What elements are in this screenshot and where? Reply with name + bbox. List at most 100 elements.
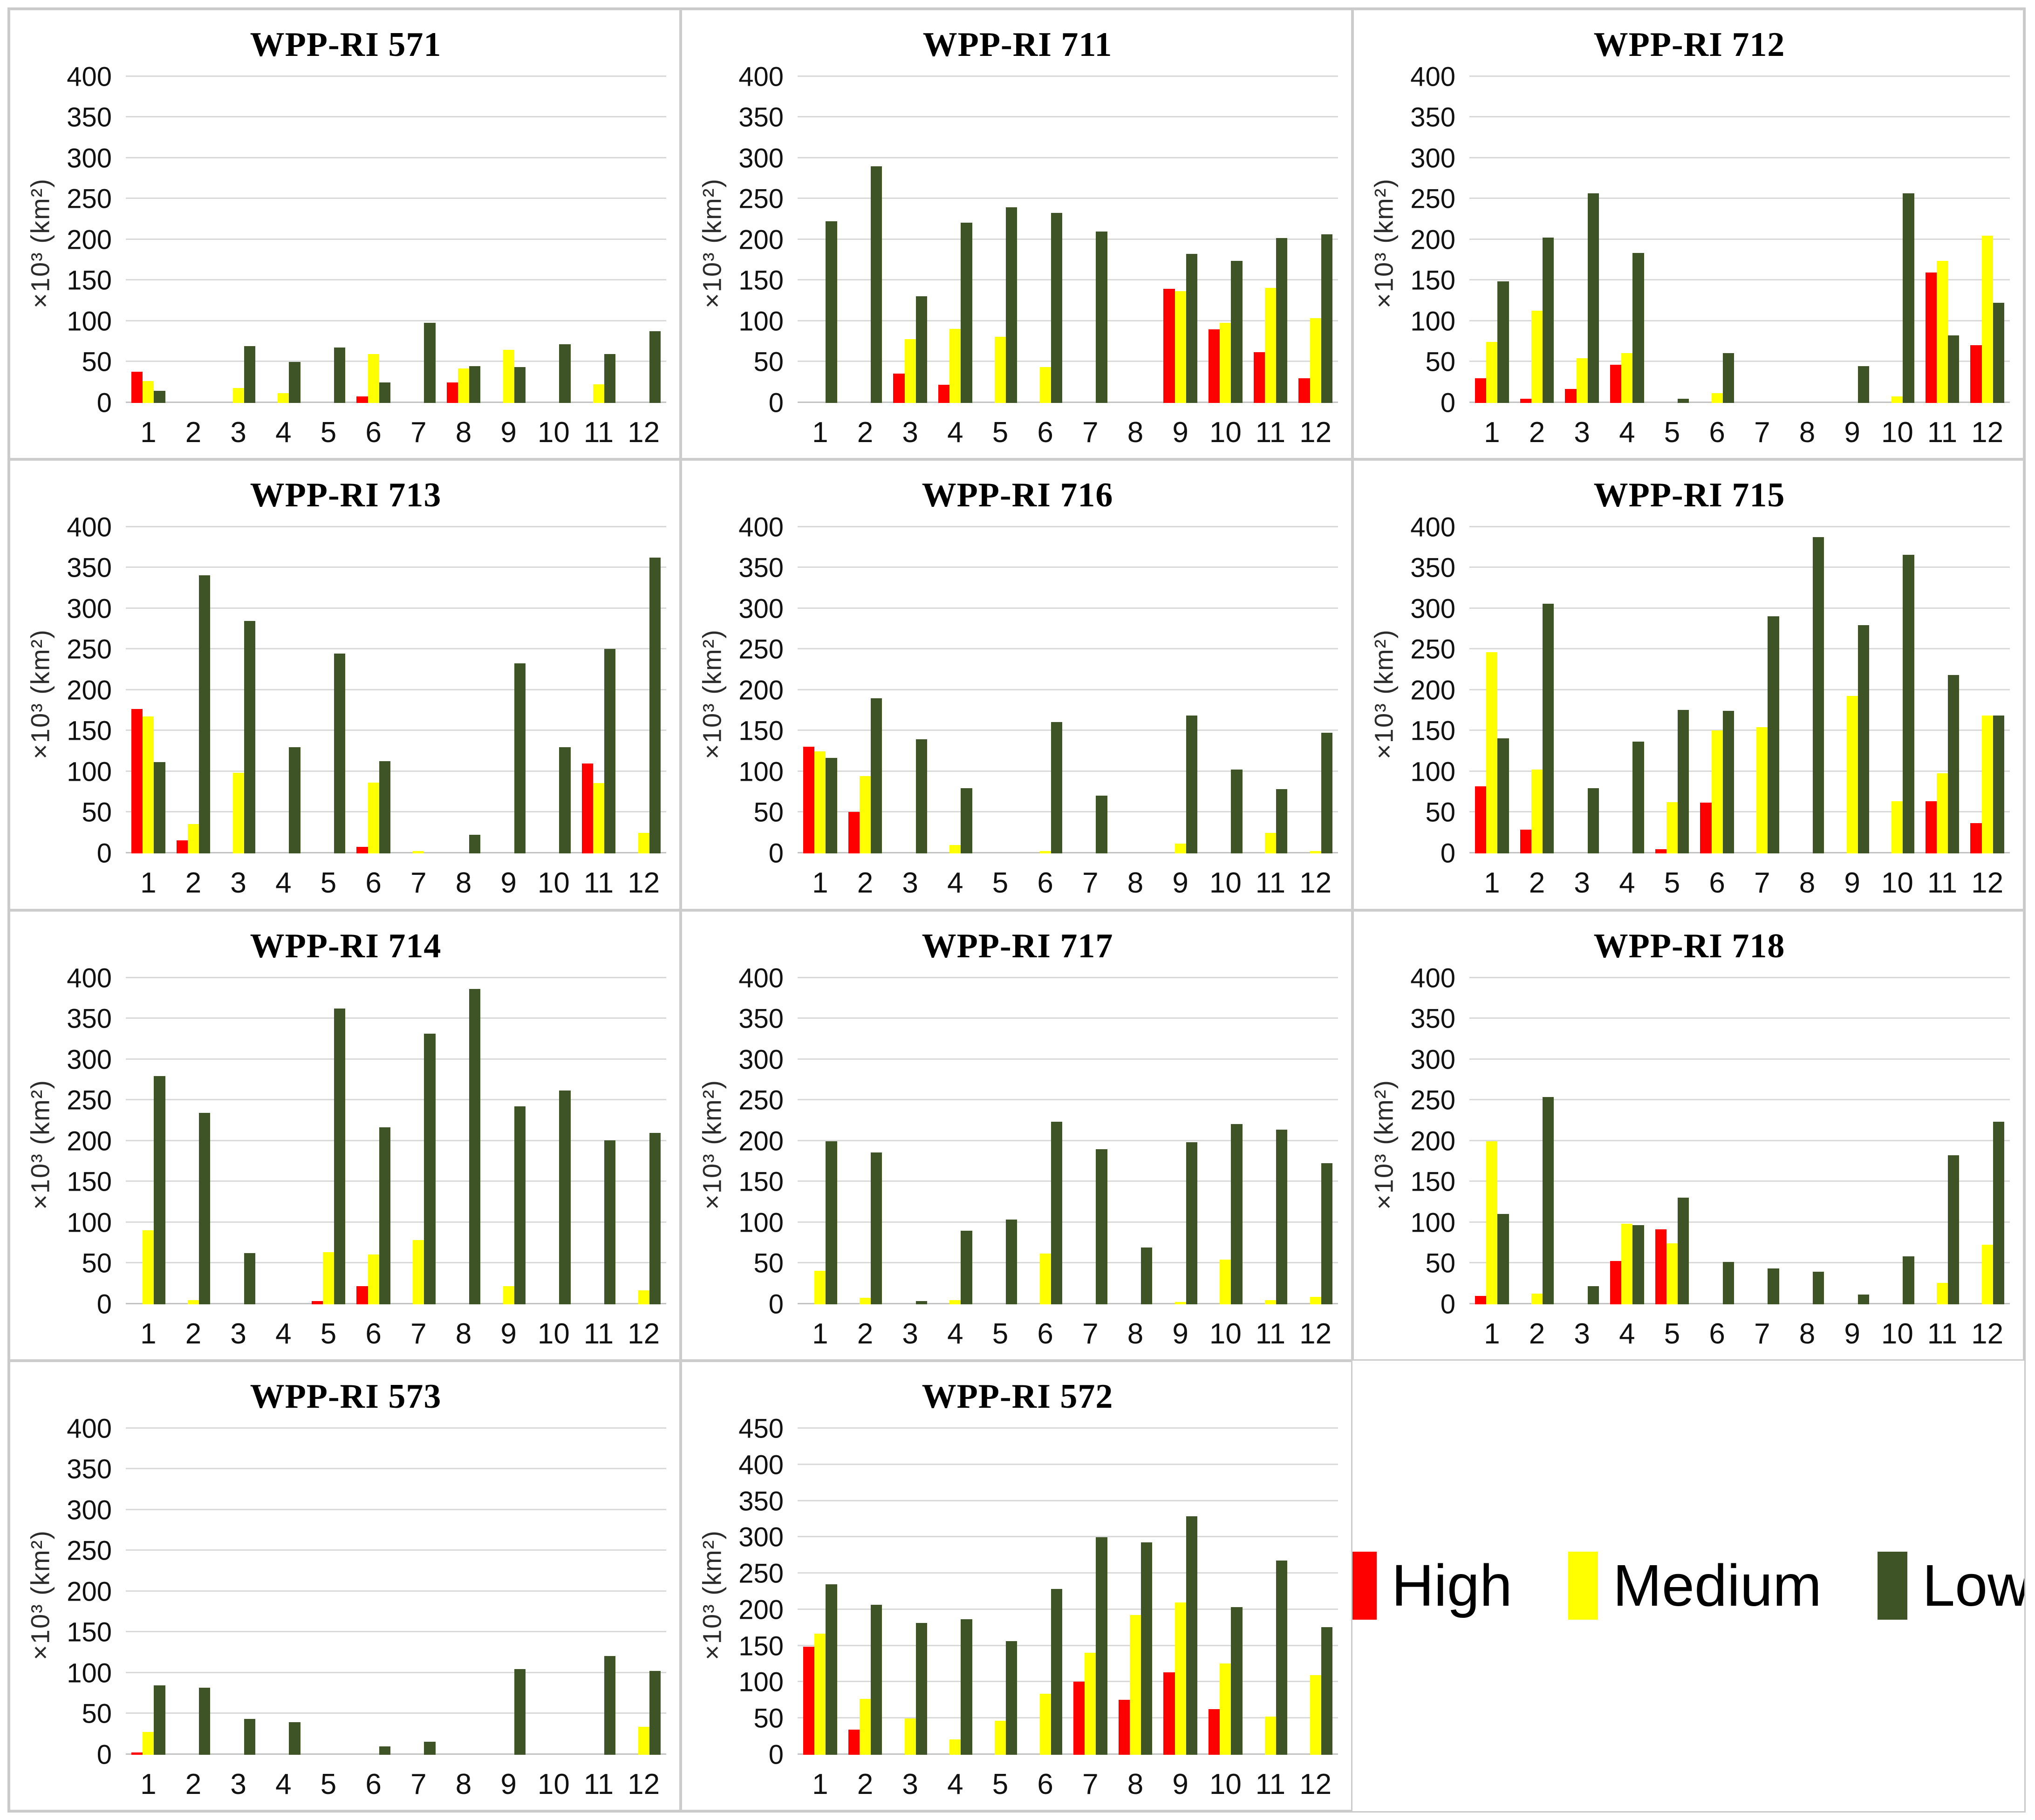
gridline [1469, 811, 2010, 813]
y-tick-label: 50 [753, 347, 784, 377]
x-tick-label: 1 [1484, 416, 1500, 449]
x-axis-ticks: 1 2 3 4 5 6 7 8 9 10 11 12 [1469, 857, 2010, 906]
gridline [126, 770, 666, 772]
bar-low [604, 354, 616, 403]
gridline [126, 1261, 666, 1263]
bar-low [649, 331, 661, 403]
bar-low [1141, 1247, 1153, 1304]
x-tick-label: 4 [947, 1768, 963, 1800]
bar-low [154, 1076, 165, 1304]
x-tick-label: 3 [1574, 867, 1590, 900]
y-axis-ticks: 0 50 100 150 200 250 300 350 400 450 [731, 1413, 798, 1770]
bar-medium [143, 716, 154, 854]
gridline [1469, 75, 2010, 77]
x-tick-label: 8 [1127, 867, 1144, 900]
gridline [798, 1680, 1338, 1682]
y-tick-label: 0 [1440, 388, 1455, 418]
x-tick-label: 7 [1082, 1317, 1099, 1350]
y-axis-ticks: 0 50 100 150 200 250 300 350 400 [731, 512, 798, 869]
bar-medium [904, 339, 916, 403]
x-tick-label: 5 [992, 1768, 1009, 1800]
bar-medium [1085, 1652, 1096, 1755]
bar-high [1073, 1681, 1085, 1755]
y-tick-label: 100 [738, 1207, 784, 1238]
chart-panel-wpp-ri-717: WPP-RI 717 ×10³ (km²) 0 50 100 150 200 250 300… [681, 910, 1352, 1361]
y-tick-label: 0 [96, 1739, 112, 1770]
bar-low [826, 1584, 837, 1755]
bar-low [1231, 261, 1243, 403]
y-tick-label: 350 [67, 1003, 112, 1034]
x-tick-label: 3 [1574, 416, 1590, 449]
gridline [798, 607, 1338, 609]
chart-panel-wpp-ri-572: WPP-RI 572 ×10³ (km²) 0 50 100 150 200 250 300… [681, 1360, 1352, 1811]
bar-medium [1892, 801, 1903, 854]
bar-low [1632, 253, 1644, 403]
bar-low [1276, 238, 1288, 403]
y-tick-label: 400 [67, 963, 112, 993]
y-tick-label: 300 [738, 1522, 784, 1553]
y-tick-label: 300 [1410, 143, 1455, 174]
x-tick-label: 4 [1619, 1317, 1635, 1350]
bar-low [871, 166, 882, 403]
gridline [1469, 607, 2010, 609]
bar-low [1948, 675, 1960, 854]
bar-medium [1666, 1243, 1678, 1304]
gridline [798, 361, 1338, 362]
bar-low [1276, 789, 1288, 854]
x-tick-label: 11 [583, 1768, 614, 1800]
y-tick-label: 450 [738, 1413, 784, 1444]
bar-high [1475, 378, 1487, 403]
x-axis-baseline [126, 852, 666, 854]
x-tick-label: 4 [275, 1768, 292, 1800]
gridline [126, 198, 666, 199]
gridline [126, 648, 666, 650]
x-tick-label: 7 [1082, 1768, 1099, 1800]
bar-medium [1486, 1141, 1498, 1304]
bar-medium [1936, 1282, 1948, 1304]
x-axis-baseline [1469, 402, 2010, 403]
bar-low [649, 558, 661, 854]
bar-low [649, 1670, 661, 1755]
gridline [126, 1590, 666, 1592]
x-tick-label: 1 [812, 867, 828, 900]
bar-low [1497, 738, 1509, 854]
bar-low [1231, 1124, 1243, 1304]
x-tick-label: 2 [857, 1768, 874, 1800]
chart-title: WPP-RI 716 [922, 476, 1113, 515]
gridline [1469, 729, 2010, 731]
bar-low [1857, 625, 1869, 854]
y-axis-ticks: 0 50 100 150 200 250 300 350 400 [60, 963, 126, 1319]
y-tick-label: 400 [738, 61, 784, 92]
y-axis-label: ×10³ (km²) [25, 1530, 55, 1661]
bar-medium [1981, 1244, 1993, 1304]
gridline [798, 198, 1338, 199]
x-axis-ticks: 1 2 3 4 5 6 7 8 9 10 11 12 [126, 1308, 666, 1356]
y-tick-label: 200 [67, 675, 112, 706]
x-axis-ticks: 1 2 3 4 5 6 7 8 9 10 11 12 [798, 407, 1338, 455]
gridline [798, 811, 1338, 813]
gridline [1469, 320, 2010, 321]
figure-grid: WPP-RI 571 ×10³ (km²) 0 50 100 150 200 250 300… [7, 7, 2026, 1813]
y-tick-label: 0 [768, 1289, 784, 1319]
y-axis-label-wrap: ×10³ (km²) [692, 77, 731, 455]
y-tick-label: 350 [1410, 102, 1455, 133]
chart-panel-wpp-ri-715: WPP-RI 715 ×10³ (km²) 0 50 100 150 200 250 300… [1352, 459, 2024, 910]
bar-low [1186, 254, 1197, 403]
chart-title: WPP-RI 718 [1593, 927, 1785, 965]
y-tick-label: 250 [738, 1558, 784, 1589]
y-tick-label: 150 [67, 716, 112, 746]
bar-high [1970, 345, 1982, 403]
bar-high [803, 747, 815, 854]
x-tick-label: 9 [1172, 1768, 1188, 1800]
y-tick-label: 100 [738, 306, 784, 337]
y-axis-label-wrap: ×10³ (km²) [20, 527, 60, 906]
x-tick-label: 6 [1037, 1317, 1053, 1350]
bar-low [1903, 1256, 1914, 1304]
bar-low [199, 1687, 211, 1755]
bar-medium [458, 368, 470, 403]
bar-low [1857, 366, 1869, 403]
y-tick-label: 400 [738, 1450, 784, 1480]
bar-low [604, 649, 616, 854]
x-tick-label: 11 [1927, 416, 1958, 449]
bar-medium [1220, 1663, 1231, 1755]
